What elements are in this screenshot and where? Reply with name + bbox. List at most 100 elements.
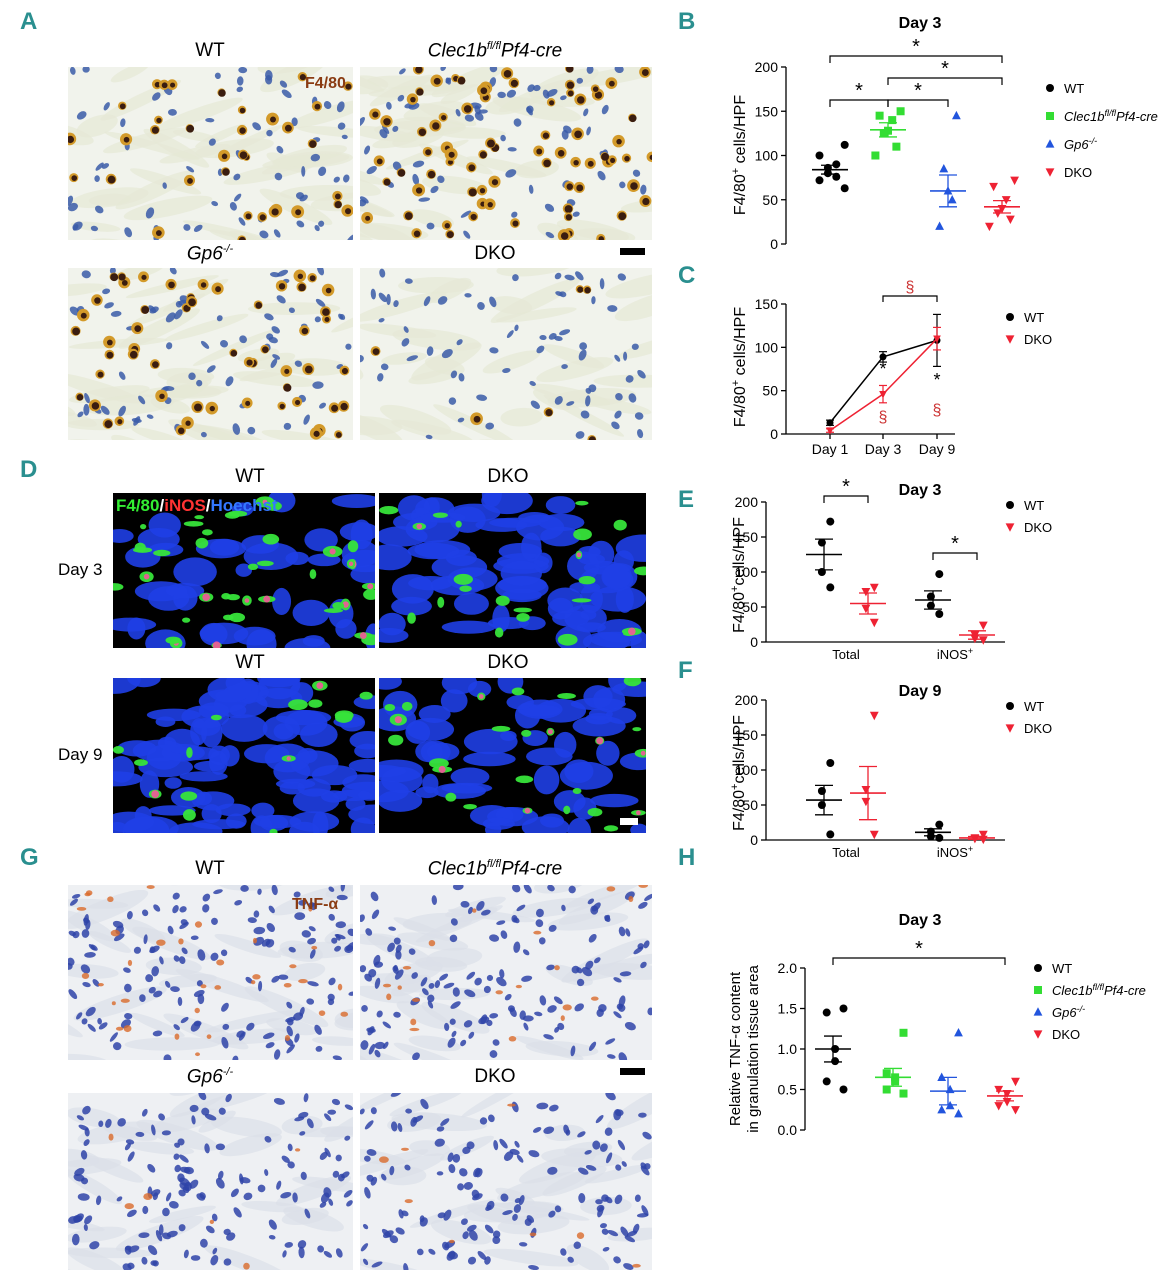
macrophage-nucleus: [446, 231, 454, 239]
nucleus: [362, 1224, 369, 1230]
legend-label-part: Pf4-cre: [1104, 983, 1146, 998]
nucleus: [174, 309, 183, 320]
micrograph-g-clec: [360, 885, 652, 1060]
nucleus: [310, 153, 321, 162]
tissue-fiber: [568, 67, 652, 87]
f480-signal: [288, 699, 308, 711]
data-point: [935, 820, 944, 829]
nucleus: [617, 273, 627, 281]
nucleus: [183, 1249, 189, 1259]
y-axis-label-line: Relative TNF-α content: [727, 971, 744, 1126]
nucleus: [477, 1250, 487, 1260]
y-tick-label: 50: [742, 599, 758, 615]
legend-marker: [1034, 964, 1042, 972]
nucleus: [261, 938, 271, 947]
hoechst-signal: [164, 728, 200, 755]
nucleus: [576, 77, 584, 84]
nucleus: [624, 1021, 636, 1031]
nucleus: [489, 296, 497, 308]
nucleus: [83, 1139, 90, 1146]
macrophage-nucleus: [457, 76, 466, 85]
y-axis-label: F4/80+ cells/HPF: [730, 95, 749, 215]
nucleus: [98, 1120, 104, 1128]
nucleus: [363, 1258, 369, 1266]
macrophage-nucleus: [618, 212, 627, 221]
positive-stain: [252, 937, 258, 944]
positive-stain: [382, 983, 392, 988]
hoechst-signal: [117, 740, 157, 757]
y-tick-label: 50: [762, 383, 778, 399]
macrophage-nucleus: [68, 135, 75, 144]
nucleus: [420, 1098, 429, 1110]
panel-g-title-gp6: Gp6-/-: [186, 1066, 234, 1088]
f480-signal: [182, 617, 191, 623]
significance-mark: *: [941, 58, 949, 80]
f480-signal: [575, 500, 589, 506]
y-tick-label: 0: [750, 634, 758, 650]
nucleus: [143, 934, 148, 945]
panel-d-title-dko-day9: DKO: [487, 652, 529, 673]
macrophage-nucleus: [468, 164, 476, 172]
nucleus: [149, 945, 160, 954]
tissue-fiber: [260, 67, 328, 93]
macrophage-nucleus: [309, 140, 317, 148]
legend-label: DKO: [1024, 520, 1052, 535]
macrophage-nucleus: [345, 208, 352, 215]
hoechst-signal: [450, 767, 490, 786]
tissue-fiber: [100, 79, 182, 121]
nucleus: [360, 116, 365, 127]
macrophage-nucleus: [121, 280, 128, 286]
nucleus: [102, 288, 111, 295]
macrophage-nucleus: [433, 77, 441, 85]
data-point: [994, 1102, 1004, 1111]
macrophage-nucleus: [97, 371, 104, 378]
nucleus: [297, 1240, 307, 1249]
nucleus: [607, 1229, 619, 1237]
inos-signal: [547, 729, 553, 735]
legend-marker: [1045, 139, 1055, 148]
f480-signal: [183, 520, 204, 527]
macrophage-nucleus: [301, 327, 309, 335]
data-point: [926, 832, 935, 841]
nucleus: [462, 1231, 469, 1240]
nucleus: [457, 417, 465, 423]
nucleus: [214, 72, 221, 80]
nucleus: [245, 976, 253, 984]
data-point: [1002, 1098, 1012, 1107]
nucleus: [450, 1001, 461, 1009]
nucleus: [191, 1115, 196, 1125]
legend-label: Gp6-/-: [1052, 1004, 1085, 1020]
positive-stain: [111, 1001, 116, 1006]
f480-signal: [578, 576, 596, 585]
nucleus: [367, 1026, 375, 1036]
nucleus: [100, 405, 110, 415]
nucleus: [211, 1213, 218, 1222]
nucleus: [314, 1024, 322, 1035]
nucleus: [464, 114, 475, 122]
hoechst-signal: [137, 527, 180, 551]
nucleus: [135, 1131, 145, 1137]
nucleus: [360, 914, 365, 922]
positive-stain: [194, 921, 203, 928]
positive-stain: [283, 982, 292, 988]
nucleus: [588, 933, 597, 943]
nucleus: [145, 207, 155, 219]
nucleus: [597, 170, 606, 181]
micrograph-g-wt: [68, 885, 353, 1060]
nucleus: [299, 1131, 306, 1136]
nucleus: [585, 395, 591, 407]
nucleus: [345, 343, 352, 350]
macrophage-nucleus: [418, 128, 427, 136]
nucleus: [377, 373, 384, 382]
nucleus: [502, 1210, 513, 1216]
tissue-fiber: [68, 1226, 127, 1243]
nucleus: [298, 1111, 309, 1119]
nucleus: [332, 1170, 340, 1178]
nucleus: [314, 225, 320, 232]
macrophage-nucleus: [76, 393, 84, 401]
macrophage-nucleus: [186, 124, 195, 133]
nucleus: [500, 1193, 509, 1202]
y-axis-label-unit: cells/HPF: [732, 95, 749, 168]
macrophage-nucleus: [110, 273, 119, 282]
nucleus: [190, 935, 199, 941]
